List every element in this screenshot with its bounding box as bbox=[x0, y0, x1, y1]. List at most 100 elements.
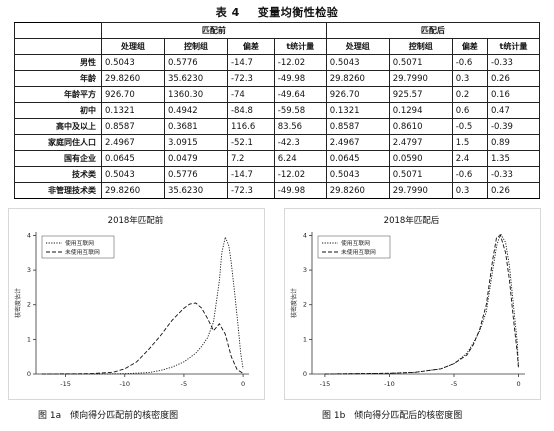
legend-label: 使用互联网 bbox=[65, 239, 94, 247]
col-header: 偏差 bbox=[451, 38, 488, 55]
table-cell: 0.5043 bbox=[101, 166, 165, 183]
x-tick-label: -10 bbox=[119, 380, 130, 388]
col-header: 处理组 bbox=[325, 38, 390, 55]
y-axis-label: 核密度估计 bbox=[290, 288, 298, 318]
table-cell: -74 bbox=[226, 86, 275, 103]
table-cell: -12.02 bbox=[273, 166, 327, 183]
table-cell: 7.2 bbox=[226, 150, 275, 167]
group-header-row: 匹配前 匹配后 bbox=[14, 22, 541, 39]
col-header: t统计量 bbox=[486, 38, 541, 55]
table-cell: 0.8587 bbox=[325, 118, 390, 135]
table-cell: 29.8260 bbox=[325, 70, 390, 87]
table-cell: 0.5071 bbox=[388, 166, 453, 183]
table-cell: -59.58 bbox=[273, 102, 327, 119]
table-cell: 0.89 bbox=[486, 134, 541, 151]
table-cell: 926.70 bbox=[101, 86, 165, 103]
table-row: 家庭同住人口 2.4967 3.0915 -52.1 -42.3 2.4967 2.4797… bbox=[14, 134, 541, 151]
table-cell: -72.3 bbox=[226, 182, 275, 199]
table-cell: 0.1321 bbox=[101, 102, 165, 119]
table-cell: 29.7990 bbox=[388, 70, 453, 87]
table-cell: 0.3681 bbox=[163, 118, 228, 135]
legend-box bbox=[317, 235, 391, 259]
figure-caption-left: 图 1a 倾向得分匹配前的核密度图 bbox=[38, 411, 179, 421]
table-cell: 0.4942 bbox=[163, 102, 228, 119]
table-cell: 2.4797 bbox=[388, 134, 453, 151]
table-cell: 83.56 bbox=[273, 118, 327, 135]
chart-title-after: 2018年匹配后 bbox=[383, 216, 440, 226]
row-label: 技术类 bbox=[14, 166, 102, 183]
col-header: t统计量 bbox=[273, 38, 327, 55]
table-cell: 6.24 bbox=[273, 150, 327, 167]
table-cell: 0.8610 bbox=[388, 118, 453, 135]
legend-label: 未使用互联网 bbox=[65, 248, 100, 256]
y-tick-label: 0 bbox=[27, 370, 31, 378]
y-tick-label: 2 bbox=[303, 301, 307, 309]
table-cell: 0.0645 bbox=[101, 150, 165, 167]
y-tick-label: 1 bbox=[303, 335, 307, 343]
corner-cell bbox=[14, 22, 102, 39]
y-axis-label: 核密度估计 bbox=[14, 288, 22, 318]
col-header: 控制组 bbox=[163, 38, 228, 55]
table-cell: -0.39 bbox=[486, 118, 541, 135]
table-cell: -72.3 bbox=[226, 70, 275, 87]
group-header-before: 匹配前 bbox=[101, 22, 327, 39]
table-row: 高中及以上 0.8587 0.3681 116.6 83.56 0.8587 0.8610-… bbox=[14, 118, 541, 135]
legend-box bbox=[41, 235, 115, 259]
table-cell: 0.3 bbox=[451, 70, 488, 87]
table-cell: 2.4967 bbox=[325, 134, 390, 151]
series-line-internet-users bbox=[324, 232, 519, 375]
y-tick-label: 1 bbox=[27, 335, 31, 343]
row-label: 非管理技术类 bbox=[14, 182, 102, 199]
table-cell: -49.98 bbox=[273, 182, 327, 199]
table-cell: 0.6 bbox=[451, 102, 488, 119]
table-cell: 0.0590 bbox=[388, 150, 453, 167]
table-cell: -42.3 bbox=[273, 134, 327, 151]
table-cell: 1360.30 bbox=[163, 86, 228, 103]
x-tick-label: -10 bbox=[384, 380, 395, 388]
table-cell: 0.8587 bbox=[101, 118, 165, 135]
group-header-after: 匹配后 bbox=[325, 22, 541, 39]
table-cell: 29.8260 bbox=[325, 182, 390, 199]
series-line-internet-users bbox=[41, 235, 244, 375]
table-cell: 0.1321 bbox=[325, 102, 390, 119]
table-cell: -0.5 bbox=[451, 118, 488, 135]
table-cell: 1.35 bbox=[486, 150, 541, 167]
table-cell: 35.6230 bbox=[163, 182, 228, 199]
chart-title-before: 2018年匹配前 bbox=[107, 216, 164, 226]
table-cell: 0.47 bbox=[486, 102, 541, 119]
x-tick-label: -15 bbox=[60, 380, 71, 388]
table-row: 国有企业 0.0645 0.0479 7.2 6.24 0.0645 0.0590 2.4 1.… bbox=[14, 150, 541, 167]
series-line-non-internet-users bbox=[324, 234, 519, 375]
row-label: 家庭同住人口 bbox=[14, 134, 102, 151]
table-cell: 3.0915 bbox=[163, 134, 228, 151]
col-header: 偏差 bbox=[226, 38, 275, 55]
table-cell: 0.5043 bbox=[101, 54, 165, 71]
table-cell: 2.4 bbox=[451, 150, 488, 167]
column-header-row: 处理组 控制组 偏差 t统计量 处理组 控制组 偏差 t统计量 bbox=[14, 38, 541, 55]
y-tick-label: 4 bbox=[303, 231, 307, 239]
x-tick-label: -15 bbox=[320, 380, 331, 388]
table-cell: 0.5776 bbox=[163, 54, 228, 71]
table-cell: 926.70 bbox=[325, 86, 390, 103]
table-cell: 0.3 bbox=[451, 182, 488, 199]
table-row: 非管理技术类 29.8260 35.6230 -72.3 -49.98 29.8260 29… bbox=[14, 182, 541, 199]
table-cell: 1.5 bbox=[451, 134, 488, 151]
corner-cell bbox=[14, 38, 102, 55]
table-cell: -0.6 bbox=[451, 54, 488, 71]
table-cell: -14.7 bbox=[226, 54, 275, 71]
table-cell: -0.6 bbox=[451, 166, 488, 183]
table-cell: -49.98 bbox=[273, 70, 327, 87]
table-cell: 0.5776 bbox=[163, 166, 228, 183]
table-cell: 29.8260 bbox=[101, 70, 165, 87]
y-tick-label: 0 bbox=[303, 370, 307, 378]
row-label: 高中及以上 bbox=[14, 118, 102, 135]
y-tick-label: 4 bbox=[27, 231, 31, 239]
table-row: 年龄平方 926.70 1360.30 -74 -49.64 926.70 925.57 0.… bbox=[14, 86, 541, 103]
x-tick-label: 0 bbox=[516, 380, 520, 388]
series-line-non-internet-users bbox=[41, 302, 244, 375]
table-cell: 35.6230 bbox=[163, 70, 228, 87]
x-tick-label: 0 bbox=[241, 380, 245, 388]
chart-panel-after bbox=[284, 208, 541, 400]
